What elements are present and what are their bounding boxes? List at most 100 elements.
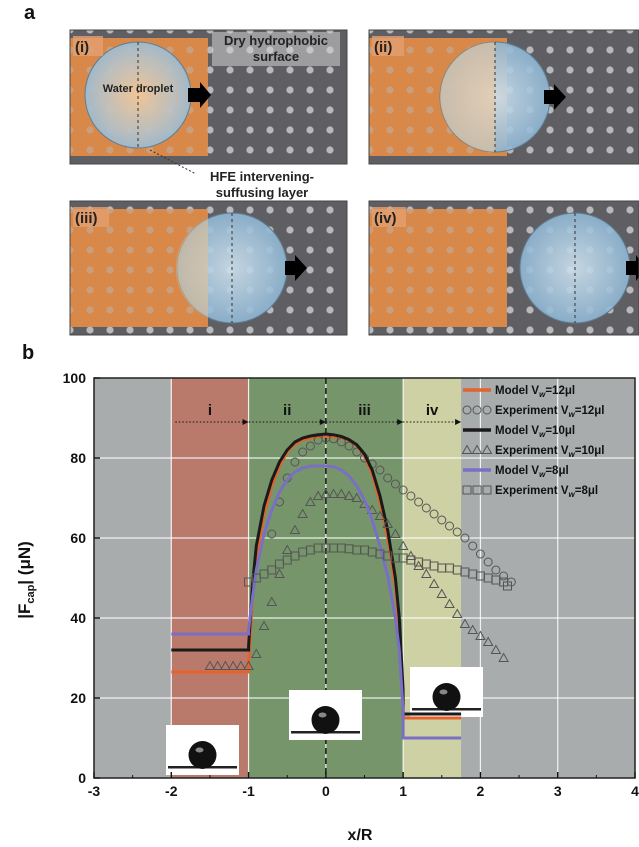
legend-marker-1 (471, 444, 483, 454)
point-triangle-12 (297, 508, 309, 518)
point-circle-14 (375, 465, 385, 475)
legend-marker-0 (462, 405, 472, 415)
point-triangle-15 (320, 488, 332, 498)
point-circle-20 (421, 503, 431, 513)
series-line-4 (171, 464, 462, 740)
x-tick-label--1: -1 (242, 783, 255, 799)
inset-stage-ii (289, 690, 362, 740)
point-square-34 (502, 581, 512, 591)
point-circle-26 (468, 541, 478, 551)
point-triangle-8 (266, 596, 278, 606)
point-triangle-10 (281, 544, 293, 554)
region-label-i: i (208, 402, 212, 419)
point-circle-23 (445, 521, 455, 531)
inset-stage-iv-drop (432, 683, 461, 711)
x-tick-label-0: 0 (322, 783, 330, 799)
y-tick-label-0: 0 (78, 770, 86, 786)
point-triangle-25 (397, 540, 409, 550)
point-circle-24 (452, 527, 462, 537)
point-circle-27 (475, 549, 485, 559)
point-triangle-4 (235, 660, 247, 670)
point-square-3 (267, 565, 277, 575)
x-tick-label-1: 1 (399, 783, 407, 799)
point-triangle-18 (343, 490, 355, 500)
point-triangle-0 (204, 660, 216, 670)
point-triangle-24 (390, 528, 401, 538)
point-circle-16 (390, 479, 400, 489)
point-triangle-32 (451, 608, 463, 618)
legend-marker-2 (482, 485, 492, 495)
point-triangle-2 (220, 660, 231, 670)
legend-entry-2: Model Vw=10μl (463, 425, 575, 439)
inset-stage-iv-highlight (439, 689, 448, 695)
point-triangle-22 (374, 510, 386, 520)
region-label-iv: iv (426, 402, 439, 419)
point-triangle-7 (258, 620, 270, 630)
legend-label-5: Experiment Vw=8μl (495, 485, 598, 499)
point-triangle-37 (490, 644, 502, 654)
y-tick-label-80: 80 (70, 450, 86, 466)
hfe-layer-label-line1: HFE intervening- (210, 169, 314, 184)
point-triangle-31 (444, 598, 455, 608)
stage-label-iii: (iii) (75, 210, 98, 227)
point-triangle-29 (428, 578, 440, 588)
water-droplet-label: Water droplet (103, 83, 174, 95)
y-label-main: |F (15, 604, 34, 619)
point-triangle-19 (351, 492, 363, 502)
y-axis-label: |Fcap| (μN) (15, 541, 37, 619)
point-circle-18 (406, 491, 416, 501)
droplet-insets (166, 667, 483, 775)
series-1 (267, 433, 516, 587)
point-circle-17 (398, 485, 408, 495)
region-label-ii: ii (283, 402, 291, 419)
legend-marker-0 (462, 485, 472, 495)
point-triangle-38 (498, 652, 509, 662)
inset-stage-ii-drop (311, 706, 340, 734)
point-triangle-1 (212, 660, 224, 670)
legend-marker-2 (482, 405, 492, 415)
inset-stage-iv (410, 667, 483, 717)
point-triangle-33 (459, 618, 471, 628)
y-tick-label-100: 100 (63, 370, 87, 386)
y-tick-label-60: 60 (70, 530, 86, 546)
point-circle-29 (491, 565, 501, 575)
legend-label-0: Model Vw=12μl (495, 385, 575, 399)
point-circle-3 (290, 457, 300, 467)
legend-marker-1 (472, 405, 482, 415)
point-circle-22 (437, 515, 447, 525)
x-axis-label: x/R (348, 827, 373, 844)
point-triangle-36 (482, 636, 494, 646)
y-label-unit: | (μN) (15, 541, 34, 584)
panel-a-schematic: (i) (ii) (iii) (iv) Dry hydrophobic surf… (69, 29, 639, 336)
point-triangle-14 (312, 490, 324, 500)
x-tick-label--2: -2 (165, 783, 178, 799)
stage-panel-ii (369, 30, 639, 164)
point-circle-4 (298, 447, 308, 457)
legend-marker-0 (461, 444, 473, 454)
legend-entry-5: Experiment Vw=8μl (462, 485, 598, 499)
region-arrowhead-2 (397, 419, 404, 425)
region-i (171, 378, 249, 778)
series-group (171, 432, 516, 740)
stage-regions (94, 378, 635, 778)
region-arrowhead-0 (242, 419, 249, 425)
point-triangle-13 (305, 496, 316, 506)
inset-stage-i-drop (188, 741, 217, 769)
stage-panel-iv (369, 201, 639, 335)
point-triangle-3 (227, 660, 239, 670)
x-tick-label-3: 3 (554, 783, 562, 799)
point-triangle-16 (328, 488, 339, 498)
point-triangle-34 (467, 624, 479, 634)
legend-label-2: Model Vw=10μl (495, 425, 575, 439)
point-circle-11 (352, 447, 362, 457)
legend-label-1: Experiment Vw=12μl (495, 405, 604, 419)
stage-label-iv: (iv) (374, 210, 397, 227)
point-circle-5 (305, 441, 315, 451)
legend-marker-2 (481, 444, 493, 454)
legend: Model Vw=12μl Experiment Vw=12μl Model Vw=… (461, 385, 604, 499)
series-5 (244, 543, 512, 591)
point-triangle-28 (420, 568, 432, 578)
y-tick-label-40: 40 (70, 610, 86, 626)
inset-stage-i-highlight (195, 747, 204, 753)
